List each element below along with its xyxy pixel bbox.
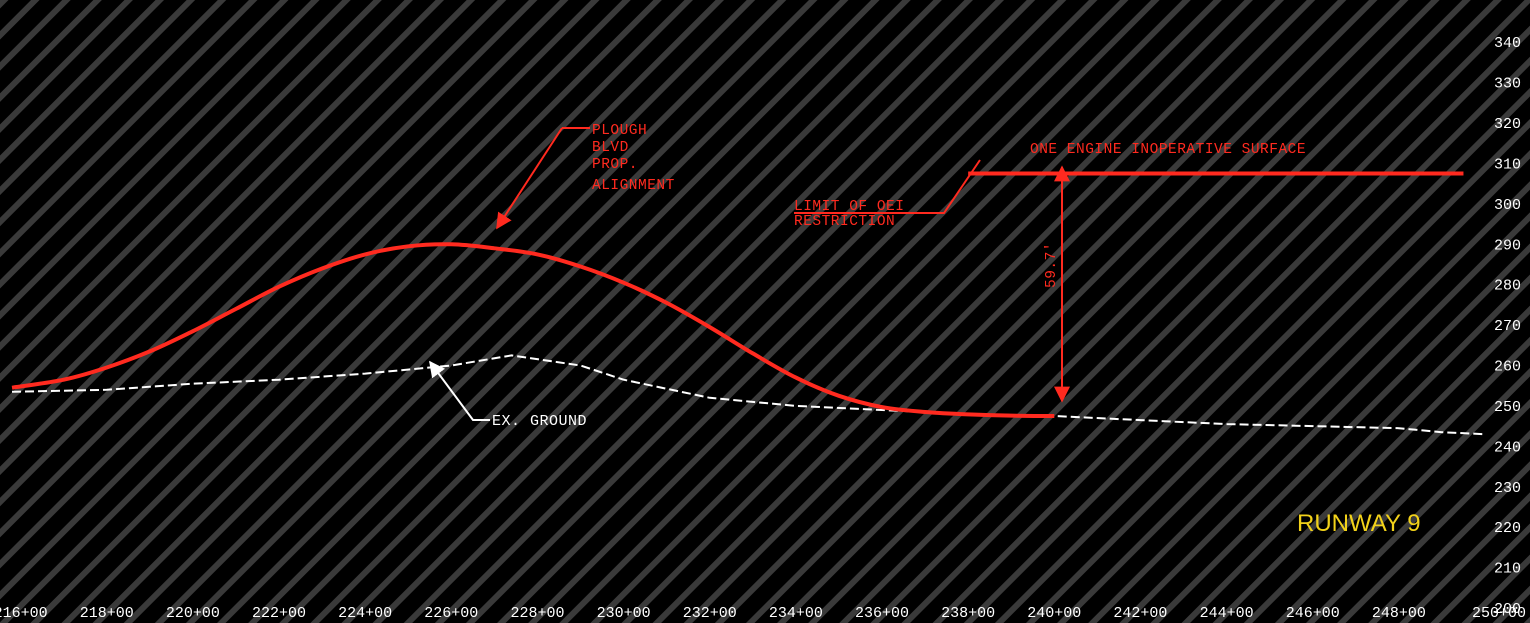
x-tick-label: 250+00 <box>1472 605 1526 622</box>
runway-label: RUNWAY 9 <box>1297 510 1421 537</box>
y-tick-label: 320 <box>1494 116 1521 133</box>
limit-label-line-1: LIMIT OF OEI <box>794 199 904 215</box>
dimension-label: 59.7' <box>1044 242 1060 288</box>
y-tick-label: 230 <box>1494 480 1521 497</box>
x-tick-label: 242+00 <box>1113 605 1167 622</box>
y-tick-label: 260 <box>1494 359 1521 376</box>
x-tick-label: 246+00 <box>1286 605 1340 622</box>
x-tick-label: 220+00 <box>166 605 220 622</box>
y-tick-label: 210 <box>1494 561 1521 578</box>
ground-leader <box>429 360 490 421</box>
y-tick-label: 280 <box>1494 278 1521 295</box>
y-tick-label: 200 <box>1494 601 1521 618</box>
x-tick-label: 216+00 <box>0 605 48 622</box>
x-axis-ticks: 216+00 218+00 220+00 222+00 224+00 226+00 228+… <box>0 605 1526 622</box>
x-tick-label: 226+00 <box>424 605 478 622</box>
y-tick-label: 330 <box>1494 76 1521 93</box>
x-tick-label: 232+00 <box>683 605 737 622</box>
x-tick-label: 240+00 <box>1027 605 1081 622</box>
proposed-alignment-line <box>11 242 1055 418</box>
x-tick-label: 248+00 <box>1372 605 1426 622</box>
x-tick-label: 228+00 <box>510 605 564 622</box>
oei-surface-label: ONE ENGINE INOPERATIVE SURFACE <box>1030 142 1306 158</box>
x-tick-label: 230+00 <box>597 605 651 622</box>
plough-label-line-2: BLVD <box>592 140 629 156</box>
y-tick-label: 340 <box>1494 35 1521 52</box>
y-axis-ticks: 200 210 220 230 240 250 260 270 280 290 300 310 320 3… <box>1494 35 1521 618</box>
existing-ground-line <box>11 354 1486 436</box>
plough-leader <box>496 127 563 230</box>
y-tick-label: 290 <box>1494 237 1521 254</box>
plough-label-line-1: PLOUGH <box>592 123 647 139</box>
plough-label-line-3: PROP. <box>592 157 638 173</box>
x-tick-label: 222+00 <box>252 605 306 622</box>
y-tick-label: 310 <box>1494 156 1521 173</box>
limit-label-line-2: RESTRICTION <box>794 214 895 230</box>
x-tick-label: 234+00 <box>769 605 823 622</box>
plough-label: PLOUGH BLVD PROP. ALIGNMENT <box>592 123 675 194</box>
x-tick-label: 238+00 <box>941 605 995 622</box>
x-tick-label: 236+00 <box>855 605 909 622</box>
x-tick-label: 244+00 <box>1200 605 1254 622</box>
y-tick-label: 270 <box>1494 318 1521 335</box>
y-tick-label: 300 <box>1494 197 1521 214</box>
y-tick-label: 250 <box>1494 399 1521 416</box>
plough-label-line-4: ALIGNMENT <box>592 178 675 194</box>
ground-label: EX. GROUND <box>492 413 587 430</box>
y-tick-label: 220 <box>1494 520 1521 537</box>
limit-leader <box>794 159 981 214</box>
x-tick-label: 218+00 <box>80 605 134 622</box>
y-tick-label: 240 <box>1494 439 1521 456</box>
x-tick-label: 224+00 <box>338 605 392 622</box>
